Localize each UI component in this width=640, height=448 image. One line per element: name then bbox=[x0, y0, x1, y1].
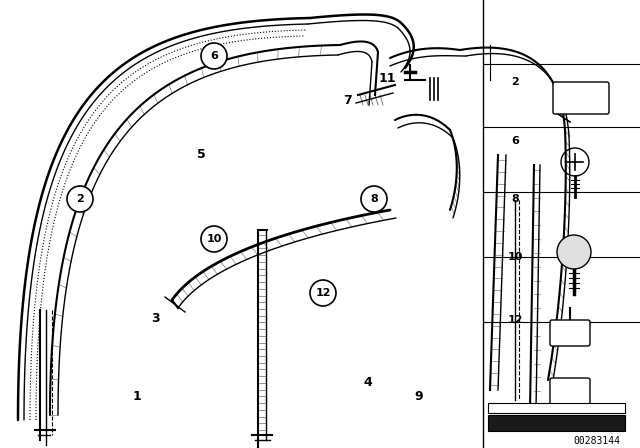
Text: 8: 8 bbox=[370, 194, 378, 204]
FancyBboxPatch shape bbox=[488, 403, 625, 413]
Text: 10: 10 bbox=[508, 252, 523, 262]
Circle shape bbox=[557, 235, 591, 269]
Text: 6: 6 bbox=[511, 136, 519, 146]
Text: 11: 11 bbox=[378, 72, 396, 85]
Text: 3: 3 bbox=[152, 311, 160, 324]
Text: 1: 1 bbox=[132, 389, 141, 402]
Circle shape bbox=[201, 43, 227, 69]
Circle shape bbox=[310, 280, 336, 306]
Text: 7: 7 bbox=[344, 94, 353, 107]
Text: 2: 2 bbox=[511, 77, 519, 87]
FancyBboxPatch shape bbox=[550, 378, 590, 408]
Circle shape bbox=[361, 186, 387, 212]
Text: 00283144: 00283144 bbox=[573, 436, 621, 446]
Text: 12: 12 bbox=[316, 288, 331, 298]
FancyBboxPatch shape bbox=[488, 415, 625, 431]
Text: 2: 2 bbox=[76, 194, 84, 204]
Text: 6: 6 bbox=[210, 51, 218, 61]
Text: 9: 9 bbox=[415, 389, 423, 402]
FancyBboxPatch shape bbox=[550, 320, 590, 346]
Circle shape bbox=[67, 186, 93, 212]
Circle shape bbox=[201, 226, 227, 252]
Text: 12: 12 bbox=[508, 315, 523, 325]
Text: 4: 4 bbox=[364, 376, 372, 389]
Text: 5: 5 bbox=[196, 147, 205, 160]
Text: 10: 10 bbox=[206, 234, 221, 244]
Text: 8: 8 bbox=[511, 194, 519, 204]
FancyBboxPatch shape bbox=[553, 82, 609, 114]
